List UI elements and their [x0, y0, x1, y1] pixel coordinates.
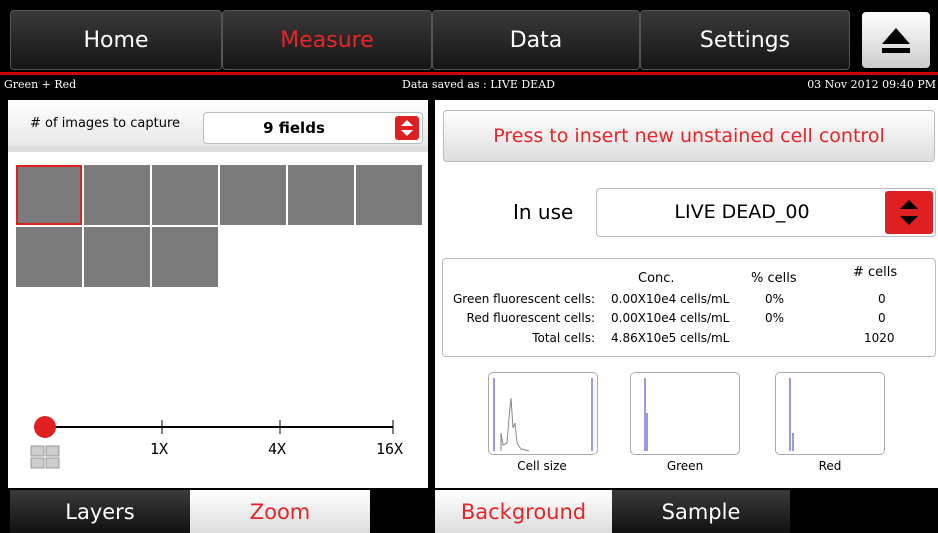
thumbnail[interactable]	[356, 165, 422, 225]
nav-tab[interactable]: Data	[432, 10, 640, 70]
capture-label: # of images to capture	[30, 116, 180, 131]
histogram-label: Green	[615, 459, 755, 473]
status-center: Data saved as : LIVE DEAD	[402, 78, 555, 91]
spinner	[885, 191, 933, 234]
capture-value: 9 fields	[204, 119, 384, 137]
zoom-level: 4X	[268, 440, 286, 458]
thumbnail[interactable]	[288, 165, 354, 225]
histogram-label: Cell size	[472, 459, 612, 473]
histogram[interactable]	[775, 372, 885, 455]
row-label: Red fluorescent cells:	[467, 311, 595, 325]
capture-select[interactable]: 9 fields	[203, 112, 423, 144]
thumbnail[interactable]	[220, 165, 286, 225]
status-right: 03 Nov 2012 09:40 PM	[807, 78, 936, 91]
accent-line	[0, 72, 938, 75]
row-count: 0	[878, 292, 886, 306]
row-conc: 4.86X10e5 cells/mL	[611, 331, 729, 345]
row-percent: 0%	[765, 311, 784, 325]
zoom-level: 1X	[150, 440, 168, 458]
status-left: Green + Red	[4, 78, 76, 91]
eject-button[interactable]	[862, 12, 930, 68]
thumbnail[interactable]	[152, 165, 218, 225]
insert-button[interactable]: Press to insert new unstained cell contr…	[443, 110, 935, 162]
left-panel: # of images to capture 9 fields 1X 4X 16…	[8, 100, 428, 488]
spinner	[395, 116, 419, 140]
row-label: Total cells:	[532, 331, 595, 345]
thumbnail[interactable]	[16, 165, 82, 225]
in-use-label: In use	[513, 200, 573, 224]
sample-tab[interactable]: Sample	[612, 490, 790, 533]
zoom-tab[interactable]: Zoom	[190, 490, 370, 533]
row-conc: 0.00X10e4 cells/mL	[611, 292, 729, 306]
histogram[interactable]	[630, 372, 740, 455]
col-header: % cells	[751, 271, 797, 286]
row-count: 0	[878, 311, 886, 325]
nav-tab[interactable]: Measure	[222, 10, 432, 70]
col-header: # cells	[853, 265, 897, 280]
thumbnail[interactable]	[84, 227, 150, 287]
col-header: Conc.	[638, 271, 675, 286]
nav-tab[interactable]: Settings	[640, 10, 850, 70]
eject-icon	[862, 12, 930, 68]
screen: Home Measure Data Settings Green + Red D…	[0, 0, 938, 533]
thumbnail[interactable]	[152, 227, 218, 287]
histogram-label: Red	[760, 459, 900, 473]
histogram[interactable]	[488, 372, 598, 455]
zoom-slider[interactable]	[8, 410, 428, 480]
zoom-level: 16X	[376, 440, 403, 458]
in-use-select[interactable]: LIVE DEAD_00	[596, 188, 936, 237]
thumbnail-grid	[16, 165, 426, 287]
background-tab[interactable]: Background	[435, 490, 612, 533]
row-label: Green fluorescent cells:	[453, 292, 595, 306]
row-conc: 0.00X10e4 cells/mL	[611, 311, 729, 325]
in-use-value: LIVE DEAD_00	[597, 201, 887, 223]
thumbnail[interactable]	[84, 165, 150, 225]
row-count: 1020	[864, 331, 895, 345]
nav-tab[interactable]: Home	[10, 10, 222, 70]
results-box: Conc. % cells # cells Green fluorescent …	[442, 258, 936, 357]
thumbnail[interactable]	[16, 227, 82, 287]
layers-tab[interactable]: Layers	[10, 490, 190, 533]
row-percent: 0%	[765, 292, 784, 306]
